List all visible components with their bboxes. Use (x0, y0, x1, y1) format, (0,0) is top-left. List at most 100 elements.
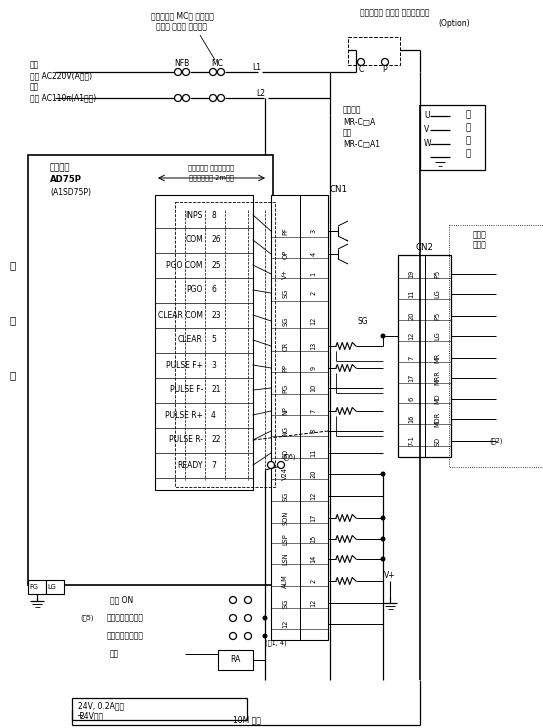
Text: 2: 2 (311, 291, 317, 295)
Text: 5: 5 (211, 336, 216, 344)
Circle shape (381, 333, 386, 339)
Circle shape (230, 614, 237, 622)
Text: 3: 3 (311, 229, 317, 233)
Circle shape (244, 614, 251, 622)
Text: 7: 7 (311, 409, 317, 413)
Text: 12: 12 (311, 599, 317, 607)
Text: V+: V+ (282, 269, 288, 279)
Text: 8: 8 (211, 210, 216, 220)
Text: 4: 4 (211, 411, 216, 419)
Text: 19: 19 (408, 270, 414, 278)
Text: L1: L1 (252, 63, 261, 73)
Text: 24V전원: 24V전원 (80, 711, 104, 721)
Text: 7: 7 (408, 356, 414, 360)
Circle shape (182, 95, 190, 101)
Text: 12: 12 (311, 492, 317, 500)
Text: 또는: 또는 (30, 82, 39, 92)
Text: 콘트롤러: 콘트롤러 (50, 164, 71, 173)
Text: PGO COM: PGO COM (167, 261, 203, 269)
Circle shape (262, 633, 268, 638)
Text: 8: 8 (311, 429, 317, 433)
Text: 콘트롤러와 서보앰프간의: 콘트롤러와 서보앰프간의 (188, 165, 234, 171)
Text: L2: L2 (256, 90, 265, 98)
Text: (注2): (注2) (489, 438, 503, 444)
Text: NFB: NFB (174, 58, 190, 68)
Text: P5: P5 (435, 270, 441, 278)
Text: 11: 11 (408, 290, 414, 298)
Circle shape (381, 472, 386, 477)
Text: 회로로 구성해 주십시오: 회로로 구성해 주십시오 (156, 23, 207, 31)
Text: V: V (424, 125, 430, 135)
Text: PG: PG (282, 384, 288, 392)
Text: MD: MD (435, 394, 441, 404)
Text: 2: 2 (311, 579, 317, 583)
Text: CLEAR: CLEAR (178, 336, 203, 344)
Bar (271, 195, 328, 640)
Text: 10M 이하: 10M 이하 (233, 716, 261, 724)
Text: MDR: MDR (435, 411, 441, 427)
Circle shape (174, 95, 181, 101)
Text: PULSE R-: PULSE R- (169, 435, 203, 445)
Text: 시: 시 (10, 260, 16, 270)
Text: RA: RA (230, 655, 240, 665)
Text: 15: 15 (311, 535, 317, 543)
Circle shape (182, 68, 190, 76)
Bar (155, 195, 253, 490)
Text: 퀀: 퀀 (10, 315, 16, 325)
Circle shape (381, 515, 386, 521)
Text: 6: 6 (211, 285, 216, 295)
Text: V24: V24 (282, 467, 288, 480)
Circle shape (382, 58, 388, 66)
Text: +: + (76, 711, 83, 721)
Circle shape (244, 633, 251, 639)
Text: SG: SG (282, 288, 288, 298)
Bar (348, 37, 400, 65)
Text: AD75P: AD75P (50, 175, 82, 184)
Text: 20: 20 (408, 312, 414, 320)
Text: LSP: LSP (282, 533, 288, 545)
Text: CN1: CN1 (330, 184, 348, 194)
Text: 고장: 고장 (110, 649, 119, 659)
Text: SD: SD (435, 437, 441, 446)
Text: 16: 16 (408, 415, 414, 423)
Text: P: P (383, 66, 387, 74)
Text: 22: 22 (211, 435, 220, 445)
Text: 정전스트로크앤드: 정전스트로크앤드 (107, 614, 144, 622)
Circle shape (218, 95, 224, 101)
Text: (注6): (注6) (282, 454, 296, 460)
Text: 보: 보 (465, 124, 471, 132)
Text: CN2: CN2 (415, 242, 433, 251)
Text: V+: V+ (384, 571, 396, 580)
Text: LG: LG (47, 584, 56, 590)
Text: 20: 20 (311, 470, 317, 478)
Bar (449, 225, 543, 467)
Text: 케이블길이는 2m이내: 케이블길이는 2m이내 (188, 175, 233, 181)
Text: MRR: MRR (435, 371, 441, 385)
Circle shape (230, 633, 237, 639)
Text: W: W (424, 140, 432, 149)
Text: 터: 터 (465, 149, 471, 159)
Text: 24V, 0.2A이상: 24V, 0.2A이상 (78, 702, 124, 711)
Text: 케이블: 케이블 (473, 240, 487, 250)
Text: LG: LG (435, 290, 441, 298)
Text: PULSE F+: PULSE F+ (166, 360, 203, 370)
Text: LG: LG (435, 332, 441, 341)
Text: 25: 25 (211, 261, 220, 269)
Bar (420, 105, 485, 170)
Text: SG: SG (282, 598, 288, 608)
Text: MC: MC (211, 58, 223, 68)
Text: NP: NP (282, 406, 288, 416)
Text: NG: NG (282, 426, 288, 436)
Text: 7-1: 7-1 (408, 435, 414, 446)
Text: U: U (424, 111, 430, 121)
Text: 23: 23 (211, 311, 220, 320)
Text: MR: MR (435, 353, 441, 363)
Text: CLEAR COM: CLEAR COM (158, 311, 203, 320)
Text: 21: 21 (211, 386, 220, 395)
Bar (398, 255, 451, 457)
Text: 13: 13 (311, 342, 317, 350)
Text: (Option): (Option) (438, 20, 470, 28)
Text: 역전스트로크앤드: 역전스트로크앤드 (107, 631, 144, 641)
Text: COM: COM (185, 235, 203, 245)
Bar (28, 155, 273, 585)
